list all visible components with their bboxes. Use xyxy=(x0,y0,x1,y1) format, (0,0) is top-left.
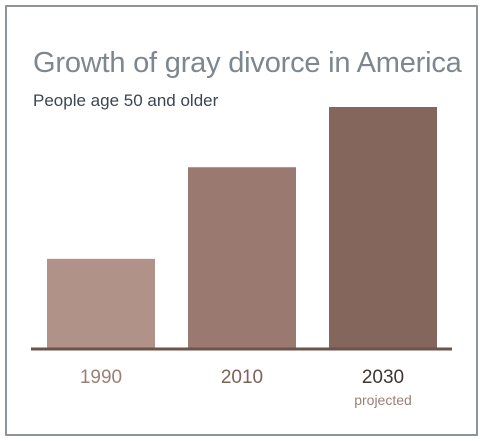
x-tick-label: 2030 xyxy=(362,367,404,388)
x-tick-label: 2010 xyxy=(221,367,263,388)
chart-subtitle: People age 50 and older xyxy=(33,91,219,110)
x-tick-note: projected xyxy=(354,392,412,408)
bar-1990 xyxy=(47,258,155,348)
bar-2030 xyxy=(329,107,437,348)
chart-title: Growth of gray divorce in America xyxy=(33,47,462,79)
x-tick-label: 1990 xyxy=(80,367,122,388)
bar-2010 xyxy=(188,167,296,348)
